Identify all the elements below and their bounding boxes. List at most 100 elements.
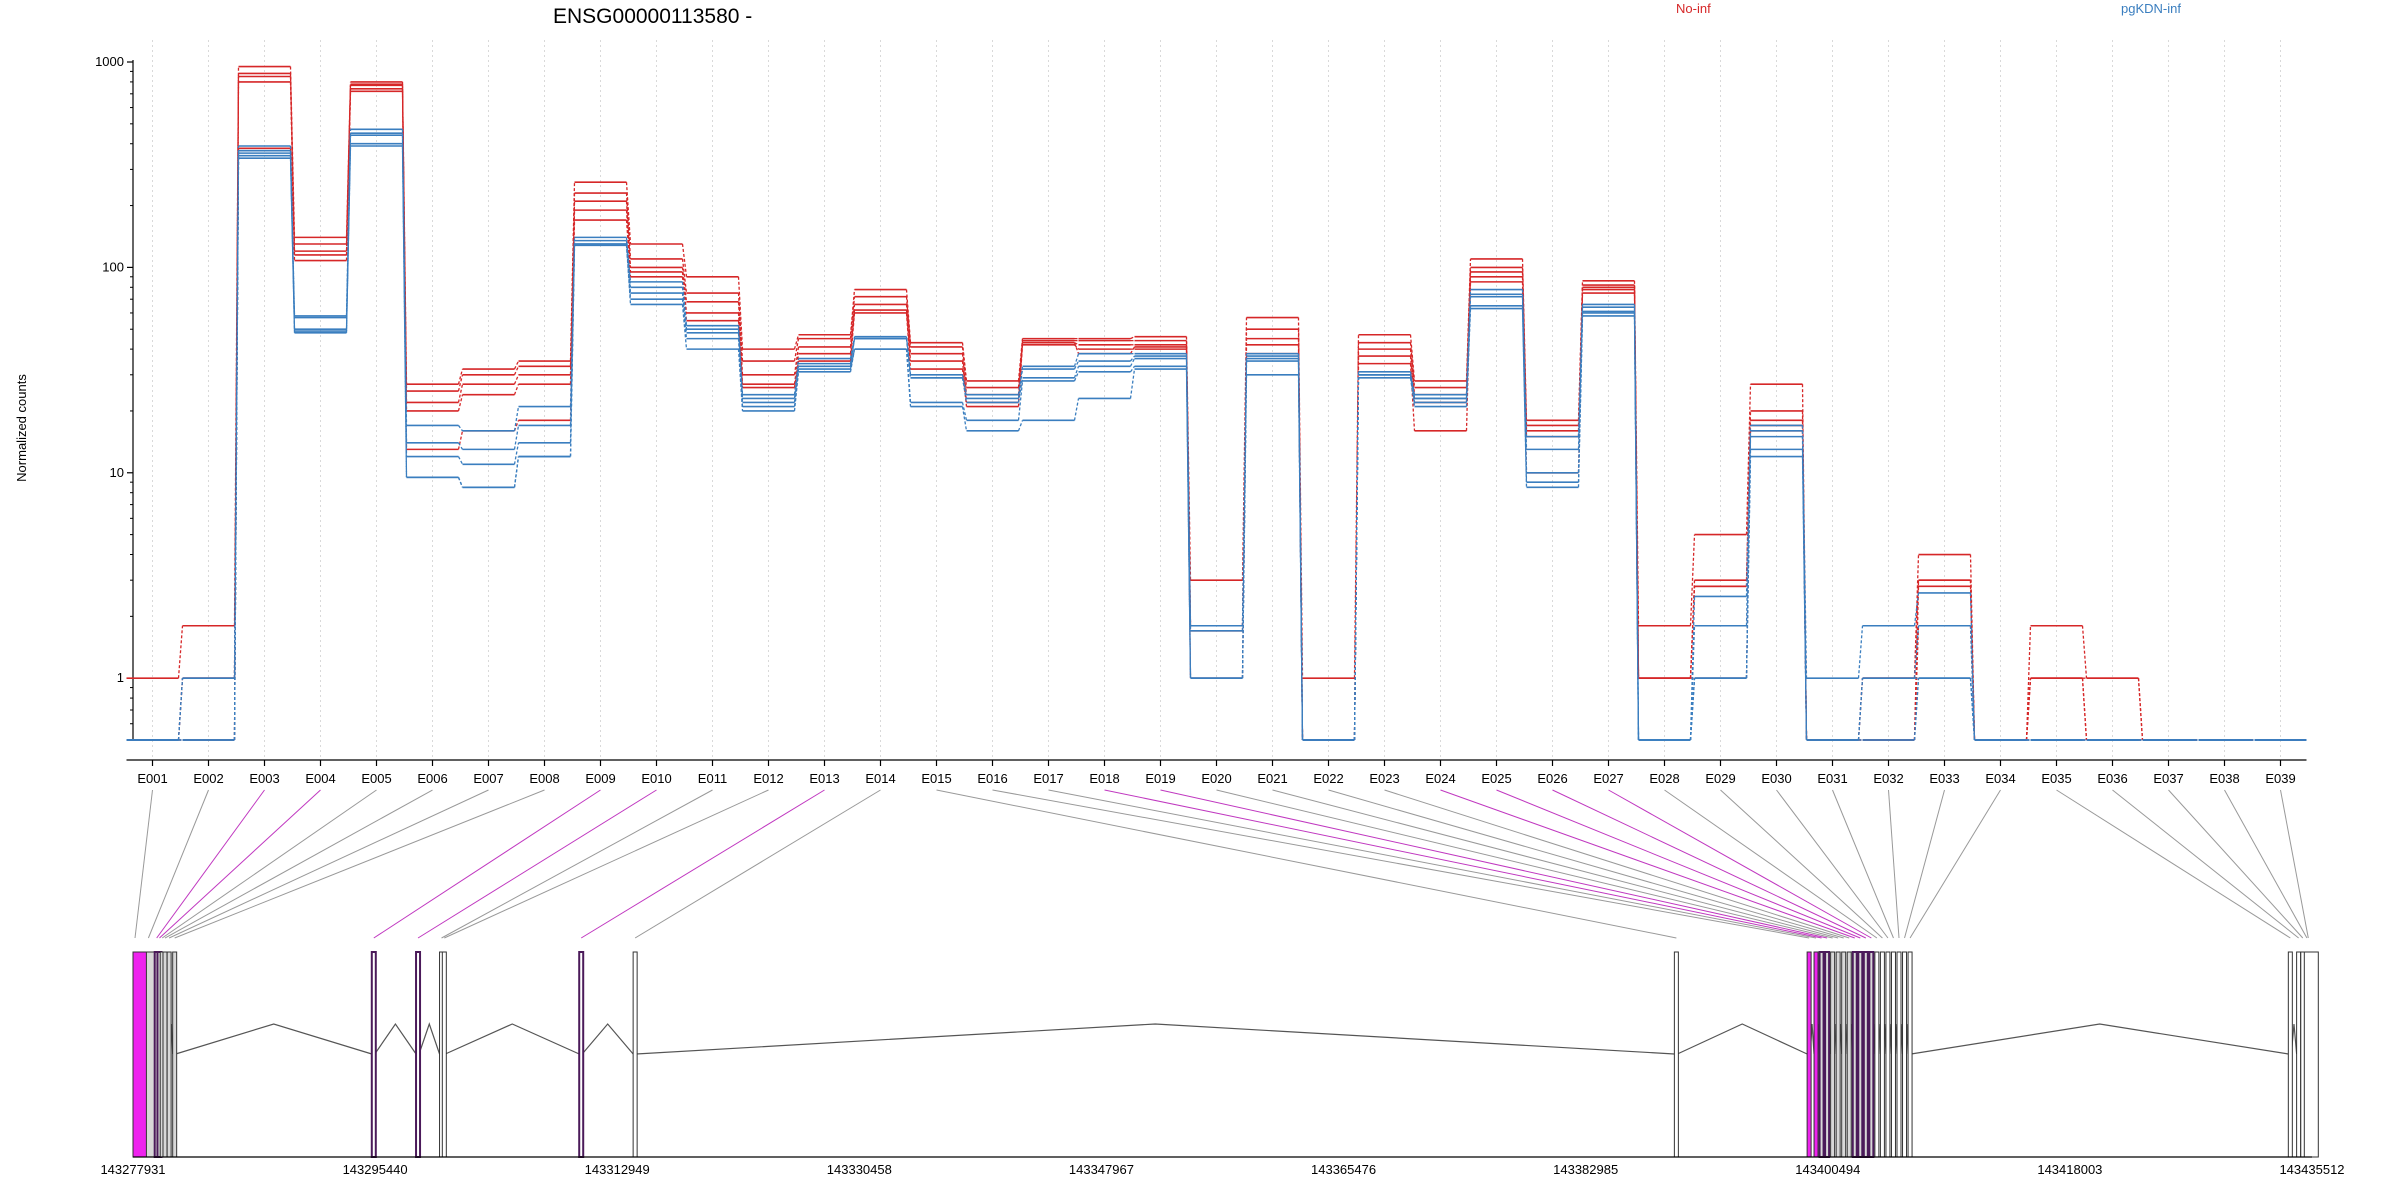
gene-model	[132, 951, 2319, 1158]
exon-box	[1813, 951, 1819, 1158]
genomic-tick-label: 143382985	[1553, 1162, 1618, 1177]
exon-label: E004	[305, 771, 335, 786]
exon-box	[1818, 951, 1825, 1158]
exon-link	[164, 789, 433, 939]
exon-box	[370, 951, 377, 1158]
exon-box	[1846, 951, 1852, 1158]
exon-connector	[1017, 340, 1024, 388]
y-tick-label: 1	[117, 670, 124, 685]
exon-connector	[1073, 353, 1080, 367]
exon-box	[1879, 951, 1885, 1158]
exon-connector	[513, 442, 520, 465]
exon-box	[1890, 951, 1896, 1158]
exon-label: E014	[865, 771, 895, 786]
exon-connector	[345, 91, 352, 261]
exon-connector	[961, 406, 968, 431]
exon-connector	[2081, 625, 2088, 679]
exon-connector	[1465, 308, 1472, 407]
exon-label: E013	[809, 771, 839, 786]
exon-link	[580, 789, 825, 939]
exon-connector	[457, 456, 464, 465]
exon-connector	[569, 245, 576, 457]
exon-connector	[849, 296, 856, 339]
exon-link	[2224, 789, 2308, 939]
exon-connector	[849, 349, 856, 372]
exon-connector	[457, 394, 464, 412]
exon-connector	[1409, 356, 1416, 403]
exon-link	[156, 789, 265, 939]
exon-connector	[513, 383, 520, 395]
exon-box	[1841, 951, 1847, 1158]
exon-connector	[177, 625, 184, 679]
exon-link	[444, 789, 769, 939]
exon-label: E015	[921, 771, 951, 786]
exon-label: E024	[1425, 771, 1455, 786]
genomic-tick-label: 143400494	[1795, 1162, 1860, 1177]
exon-connector	[457, 425, 464, 432]
intron-line	[1910, 1023, 2289, 1055]
exon-connector	[1073, 360, 1080, 370]
exon-label: E027	[1593, 771, 1623, 786]
exon-label: E018	[1089, 771, 1119, 786]
genomic-tick-label: 143330458	[827, 1162, 892, 1177]
exon-connector	[905, 338, 912, 378]
exon-connector	[1969, 592, 1976, 741]
exon-connector	[513, 366, 520, 376]
exon-link	[174, 789, 545, 939]
exon-label: E028	[1649, 771, 1679, 786]
genomic-tick-label: 143418003	[2037, 1162, 2102, 1177]
exon-connector	[1073, 398, 1080, 421]
y-tick-label: 100	[102, 259, 124, 274]
exon-connector	[233, 150, 240, 679]
exon-box	[2296, 951, 2302, 1158]
intron-line	[1677, 1023, 1808, 1055]
exon-label: E038	[2209, 771, 2239, 786]
exon-label: E001	[137, 771, 167, 786]
exon-label: E012	[753, 771, 783, 786]
exon-box	[1806, 951, 1812, 1158]
exon-connector	[401, 143, 408, 478]
exon-link	[2112, 789, 2299, 939]
exon-connector	[1353, 334, 1360, 679]
exon-connector	[681, 258, 688, 294]
exon-connector	[1241, 374, 1248, 679]
exon-link	[1440, 789, 1855, 939]
exon-connector	[513, 360, 520, 370]
exon-link	[161, 789, 377, 939]
exon-label: E030	[1761, 771, 1791, 786]
exon-connector	[1073, 342, 1080, 354]
exon-label: E019	[1145, 771, 1175, 786]
exon-connector	[1353, 377, 1360, 741]
exon-connector	[1801, 456, 1808, 741]
exon-link	[417, 789, 657, 939]
series-lines	[126, 65, 2307, 741]
exon-connector	[457, 374, 464, 392]
exon-connector	[513, 425, 520, 450]
exon-link	[2280, 789, 2309, 939]
legend-entry-no-inf: No-inf	[1676, 1, 1711, 16]
exon-connector	[2081, 678, 2088, 741]
exon-link	[1888, 789, 1900, 939]
exon-connector	[2025, 625, 2032, 741]
exon-connector	[1633, 315, 1640, 741]
exon-box	[1851, 951, 1858, 1158]
exon-box	[1907, 951, 1913, 1158]
exon-connector	[513, 374, 520, 385]
intron-line	[175, 1023, 372, 1055]
genomic-axis: 143277931 143295440 143312949 143330458 1433…	[100, 1156, 2345, 1177]
exon-box	[2303, 951, 2319, 1158]
exon-link	[2056, 789, 2291, 939]
intron-line	[445, 1023, 580, 1055]
exon-connector	[1129, 368, 1136, 399]
exon-label: E032	[1873, 771, 1903, 786]
exon-connector	[905, 289, 912, 343]
exon-connector	[849, 309, 856, 354]
exon-box	[1835, 951, 1841, 1158]
exon-link	[159, 789, 321, 939]
exon-connector	[1241, 356, 1248, 631]
exon-connector	[905, 336, 912, 375]
exon-link-lines	[134, 789, 2309, 939]
exon-connector	[1913, 625, 1920, 679]
exon-connector	[793, 360, 800, 388]
exon-connector	[905, 312, 912, 370]
